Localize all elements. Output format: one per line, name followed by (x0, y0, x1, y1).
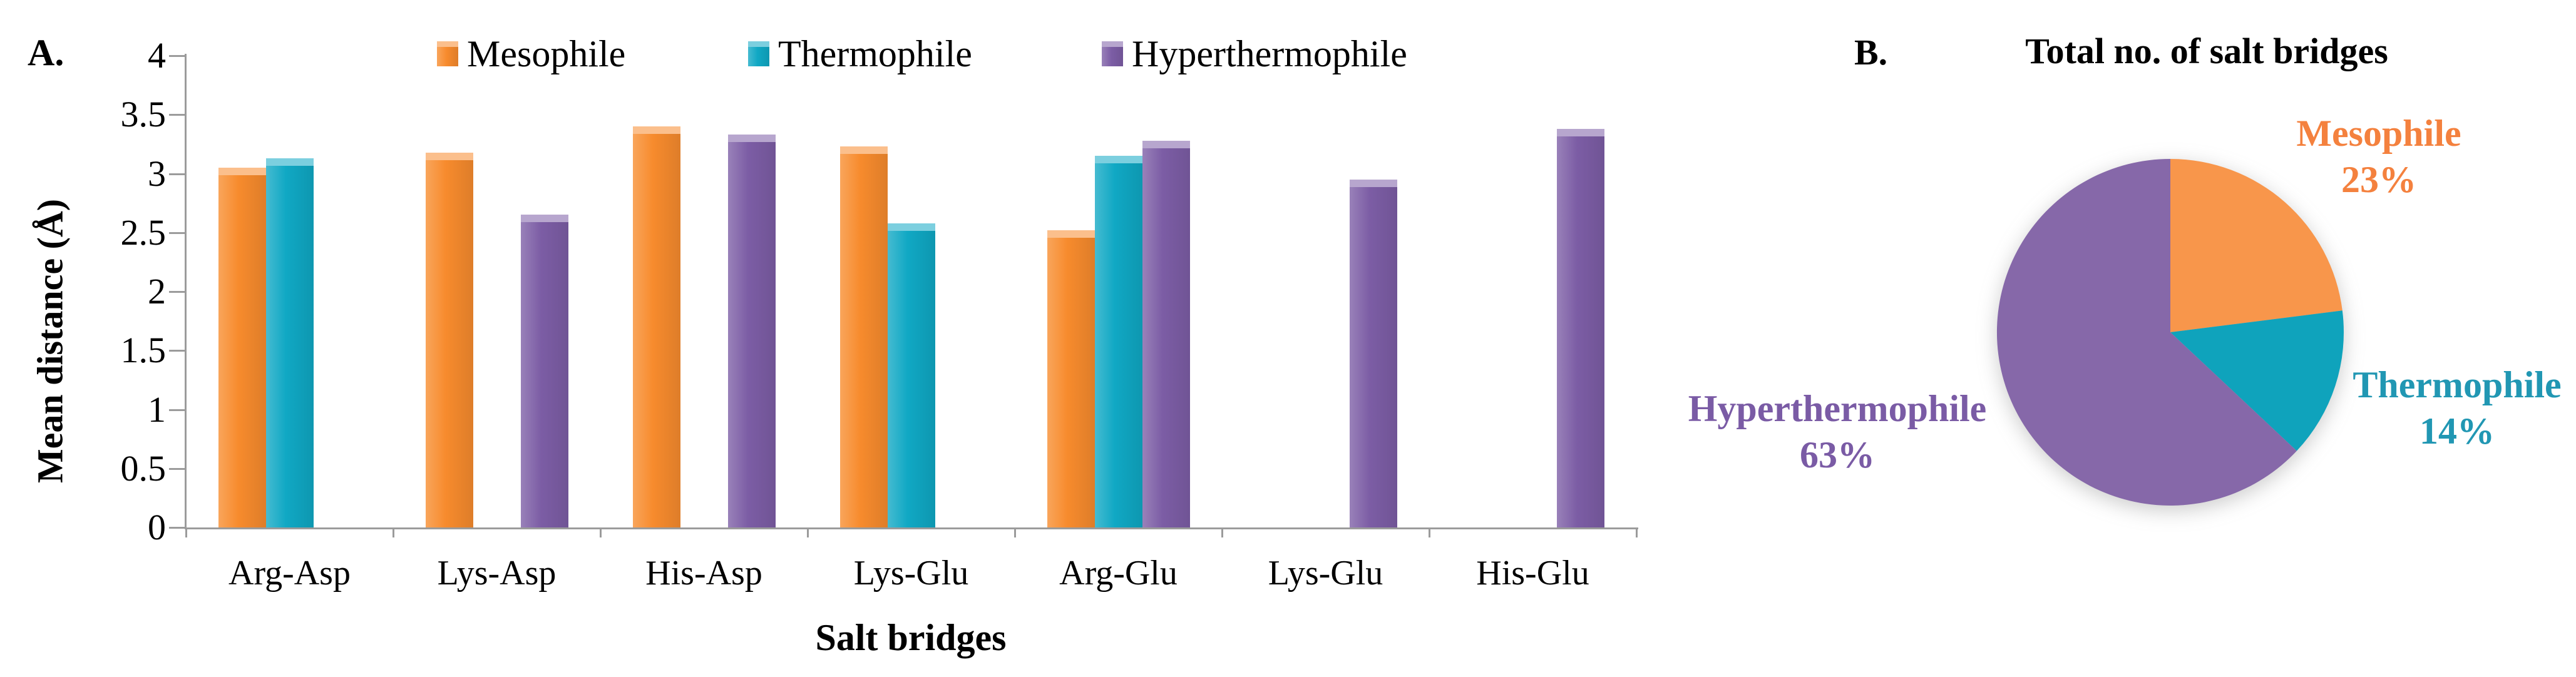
swatch-top-highlight (1102, 41, 1123, 47)
y-tick-mark (169, 114, 186, 116)
y-tick-label: 1 (148, 389, 166, 430)
bar-top-highlight (520, 215, 568, 223)
bar-top-highlight (1349, 179, 1397, 187)
x-tick-mark (1221, 527, 1223, 537)
legend-label: Hyperthermophile (1132, 33, 1407, 74)
x-tick-mark (185, 527, 187, 537)
x-tick-mark (1636, 527, 1638, 537)
bar-top-highlight (727, 135, 776, 143)
bar-top-highlight (1047, 230, 1095, 238)
pie-chart (1996, 159, 2344, 506)
category-label: His-Asp (645, 554, 762, 593)
category-label: His-Glu (1476, 554, 1589, 593)
category-label: Lys-Asp (437, 554, 557, 593)
y-tick-mark (169, 350, 186, 352)
bar-hyperthermophile-his-glu (1556, 128, 1604, 527)
bar-thermophile-lys-glu (887, 223, 935, 527)
bar-thermophile-arg-asp (265, 158, 314, 527)
pie-label-name: Hyperthermophile (1688, 388, 1987, 429)
pie-label-name: Thermophile (2353, 364, 2562, 405)
bar-top-highlight (425, 152, 473, 160)
bar-hyperthermophile-his-asp (727, 135, 776, 527)
swatch-top-highlight (437, 41, 458, 47)
bar-mesophile-his-asp (632, 126, 680, 527)
pie-slice-mesophile (2170, 159, 2343, 332)
bar-top-highlight (1142, 140, 1190, 148)
pie-slice-hyperthermophile (1996, 159, 2297, 506)
bar-mesophile-lys-glu (839, 146, 888, 527)
bar-mesophile-arg-glu (1047, 230, 1095, 527)
bar-top-highlight (1556, 128, 1604, 136)
legend-label: Thermophile (778, 33, 972, 74)
bar-top-highlight (218, 168, 266, 176)
pie-label-pct: 14% (2419, 410, 2495, 452)
legend-item-mesophile: Mesophile (437, 33, 625, 74)
y-tick-mark (169, 173, 186, 175)
bar-top-highlight (839, 146, 888, 155)
legend-item-hyperthermophile: Hyperthermophile (1102, 33, 1407, 74)
swatch-top-highlight (748, 41, 769, 47)
pie-chart-title: Total no. of salt bridges (2025, 31, 2388, 71)
pie-label-name: Mesophile (2296, 113, 2461, 154)
y-tick-mark (169, 467, 186, 470)
x-tick-mark (1014, 527, 1016, 537)
bar-top-highlight (1094, 156, 1142, 164)
panel-a-letter: A. (28, 32, 64, 73)
x-tick-mark (393, 527, 394, 537)
mesophile-swatch-icon (437, 41, 458, 66)
pie-label-pct: 63% (1800, 434, 1875, 476)
category-label: Arg-Asp (228, 554, 351, 593)
y-tick-mark (169, 232, 186, 234)
category-label: Lys-Glu (1268, 554, 1383, 593)
pie-slice-thermophile (2170, 310, 2344, 451)
y-axis-title: Mean distance (Å) (29, 198, 71, 484)
y-tick-mark (169, 291, 186, 293)
pie-label-pct: 23% (2341, 159, 2416, 200)
y-tick-mark (169, 527, 186, 529)
bar-top-highlight (632, 126, 680, 135)
hyperthermophile-swatch-icon (1102, 41, 1123, 66)
bar-hyperthermophile-lys-asp (520, 215, 568, 527)
y-tick-label: 0 (148, 507, 166, 547)
pie-label-mesophile: Mesophile 23% (2222, 110, 2535, 203)
y-tick-label: 3 (148, 153, 166, 194)
bar-hyperthermophile-lys-glu (1349, 179, 1397, 527)
category-label: Arg-Glu (1059, 554, 1178, 593)
y-tick-label: 2.5 (120, 211, 167, 253)
bar-mesophile-arg-asp (218, 168, 266, 527)
pie-label-thermophile: Thermophile 14% (2301, 362, 2576, 454)
thermophile-swatch-icon (748, 41, 769, 66)
y-tick-label: 2 (148, 271, 166, 312)
y-tick-mark (169, 409, 186, 411)
x-tick-mark (1429, 527, 1430, 537)
x-axis-title: Salt bridges (815, 617, 1007, 658)
legend-label: Mesophile (467, 33, 626, 74)
y-tick-label: 4 (148, 35, 166, 76)
bar-top-highlight (887, 223, 935, 231)
pie-label-hyperthermophile: Hyperthermophile 63% (1668, 385, 2006, 478)
bar-thermophile-arg-glu (1094, 156, 1142, 527)
y-tick-mark (169, 55, 186, 57)
bar-hyperthermophile-arg-glu (1142, 140, 1190, 527)
x-tick-mark (807, 527, 809, 537)
y-tick-label: 0.5 (120, 447, 167, 489)
bar-mesophile-lys-asp (425, 152, 473, 527)
category-label: Lys-Glu (853, 554, 969, 593)
bar-top-highlight (265, 158, 314, 166)
panel-b-letter: B. (1854, 32, 1888, 73)
y-tick-label: 3.5 (120, 94, 167, 135)
legend-item-thermophile: Thermophile (748, 33, 972, 74)
y-tick-label: 1.5 (120, 330, 167, 371)
x-tick-mark (600, 527, 602, 537)
x-axis-line (185, 527, 1638, 529)
